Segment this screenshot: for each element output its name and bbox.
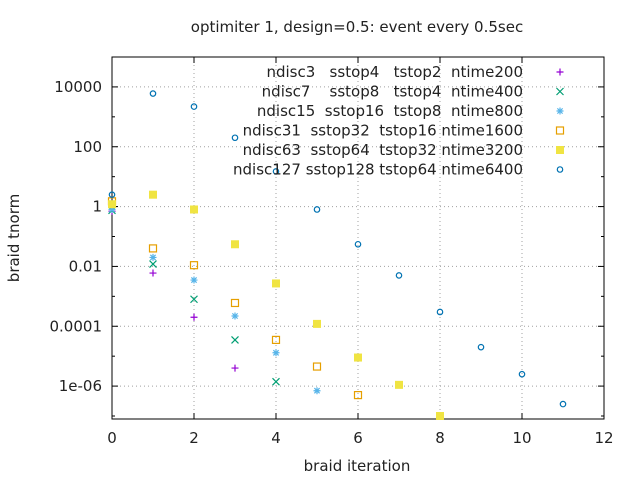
plot-frame [111,56,605,420]
data-point [436,308,444,316]
data-point [477,343,485,351]
x-tick-label: 6 [353,429,363,447]
legend-marker [556,146,564,154]
x-tick-label: 0 [107,429,117,447]
legend-marker [555,126,565,135]
data-point [272,279,280,288]
data-point [149,253,157,261]
data-point [559,400,567,408]
data-point [231,240,239,249]
data-point [149,260,157,268]
data-point [230,298,240,308]
data-point [436,412,444,421]
legend: ndisc3 sstop4 tstop2 ntime200 ndisc7 ssto… [233,63,565,179]
legend-label: ndisc127 sstop128 tstop64 ntime6400 [233,161,523,179]
data-point [272,349,280,357]
data-point [189,261,199,270]
legend-marker [556,107,564,115]
data-point [518,370,526,378]
data-point [313,206,321,213]
x-tick-label: 8 [435,429,445,447]
legend-label: ndisc7 sstop8 tstop4 ntime400 [262,83,523,101]
data-point [108,200,116,209]
data-point [108,191,116,198]
data-point [312,362,322,371]
y-axis-label: braid tnorm [5,194,23,282]
axis-layer [111,56,605,420]
data-point [272,377,280,386]
y-tick-label: 100 [73,138,102,156]
x-axis-label: braid iteration [304,457,411,475]
data-point [190,295,198,304]
y-tick-label: 10000 [54,78,102,96]
data-point [108,205,116,213]
x-tick-label: 2 [189,429,199,447]
legend-marker [556,166,564,173]
data-point [272,168,280,175]
data-point [190,205,198,214]
data-point [313,319,321,328]
x-tick-label: 4 [271,429,281,447]
data-point [231,335,239,344]
data-point [149,269,157,277]
x-tick-label: 12 [594,429,613,447]
legend-label: ndisc15 sstop16 tstop8 ntime800 [257,102,523,120]
data-point [231,312,239,320]
data-point [313,387,321,395]
data-point [190,103,198,110]
legend-marker [556,87,564,96]
data-point [148,244,158,253]
legend-label: ndisc3 sstop4 tstop2 ntime200 [266,63,523,81]
data-point [271,335,281,344]
legend-label: ndisc31 sstop32 tstop16 ntime1600 [243,122,523,140]
data-point [354,240,362,248]
grid-layer [112,57,604,419]
data-point [231,364,239,372]
y-tick-label: 1 [92,198,102,216]
data-point [190,313,198,321]
tick-labels: 0 2 4 6 8 10 12 1e-06 0.0001 0.01 1 100 10000 [50,78,614,447]
y-tick-label: 0.01 [69,257,102,275]
y-tick-label: 1e-06 [59,377,102,395]
data-point [395,272,403,279]
data-point [395,380,403,389]
data-point [149,190,157,199]
x-tick-label: 10 [512,429,531,447]
data-point [353,390,363,400]
chart-title: optimiter 1, design=0.5: event every 0.5… [191,18,523,36]
data-point [354,353,362,362]
y-tick-label: 0.0001 [50,317,103,335]
data-point [149,90,157,97]
legend-marker [556,68,564,76]
data-points [107,90,567,421]
data-point [231,134,239,142]
legend-label: ndisc63 sstop64 tstop32 ntime3200 [243,141,523,159]
data-point [190,276,198,284]
